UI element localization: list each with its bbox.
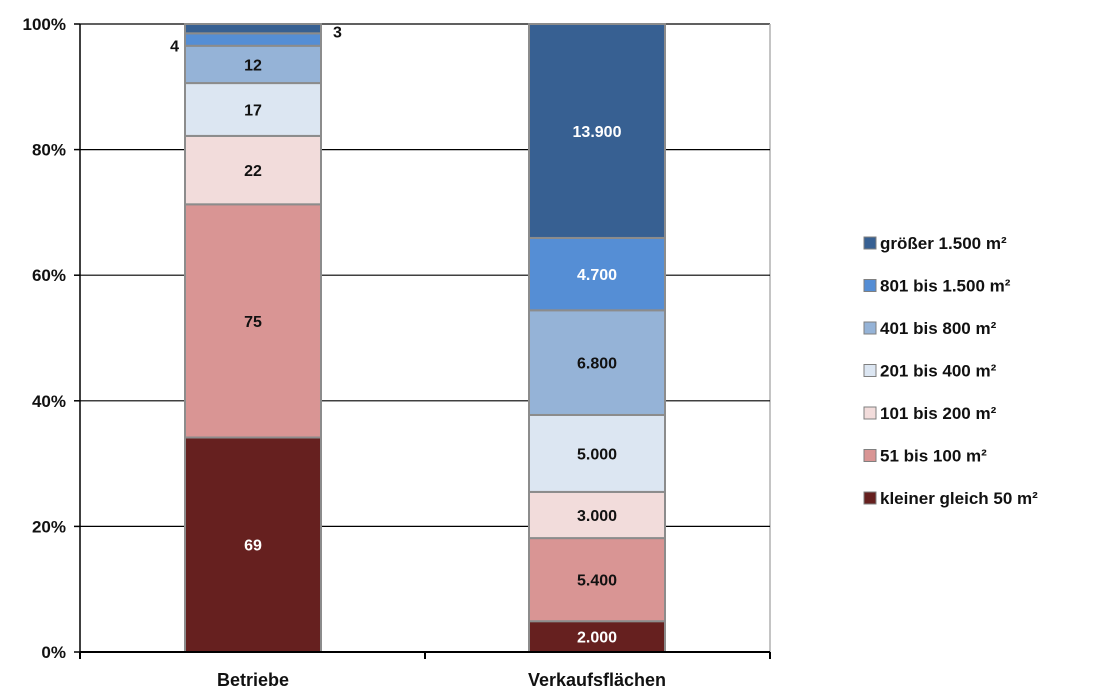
legend-swatch <box>864 237 876 249</box>
y-tick-label: 40% <box>32 392 66 411</box>
x-tick-label: Verkaufsflächen <box>528 670 666 690</box>
data-label: 5.400 <box>577 573 617 590</box>
bar-segment <box>185 33 321 45</box>
legend-swatch <box>864 365 876 377</box>
data-label: 3.000 <box>577 508 617 525</box>
y-tick-label: 60% <box>32 266 66 285</box>
data-label: 6.800 <box>577 356 617 373</box>
legend: größer 1.500 m² 801 bis 1.500 m² 401 bis 8… <box>864 234 1038 508</box>
y-tick-label: 80% <box>32 141 66 160</box>
gridlines <box>80 24 770 652</box>
y-tick-label: 100% <box>23 15 66 34</box>
data-label: 5.000 <box>577 446 617 463</box>
data-label: 22 <box>244 163 262 180</box>
legend-label: größer 1.500 m² <box>880 234 1007 253</box>
legend-label: kleiner gleich 50 m² <box>880 489 1038 508</box>
legend-swatch <box>864 492 876 504</box>
legend-swatch <box>864 322 876 334</box>
legend-label: 101 bis 200 m² <box>880 404 997 423</box>
legend-swatch <box>864 407 876 419</box>
data-label: 69 <box>244 538 262 555</box>
data-label: 17 <box>244 102 262 119</box>
x-tick-label: Betriebe <box>217 670 289 690</box>
data-label: 4 <box>170 39 179 56</box>
data-label: 4.700 <box>577 267 617 284</box>
legend-swatch <box>864 280 876 292</box>
legend-label: 51 bis 100 m² <box>880 447 987 466</box>
data-label: 13.900 <box>573 124 622 141</box>
data-label: 75 <box>244 314 262 331</box>
legend-label: 801 bis 1.500 m² <box>880 277 1011 296</box>
data-label: 3 <box>333 25 342 42</box>
bar-segment <box>185 24 321 33</box>
legend-label: 401 bis 800 m² <box>880 319 997 338</box>
legend-label: 201 bis 400 m² <box>880 362 997 381</box>
data-label: 12 <box>244 57 262 74</box>
y-tick-label: 0% <box>41 643 66 662</box>
legend-swatch <box>864 450 876 462</box>
data-label: 2.000 <box>577 630 617 647</box>
y-tick-label: 20% <box>32 517 66 536</box>
